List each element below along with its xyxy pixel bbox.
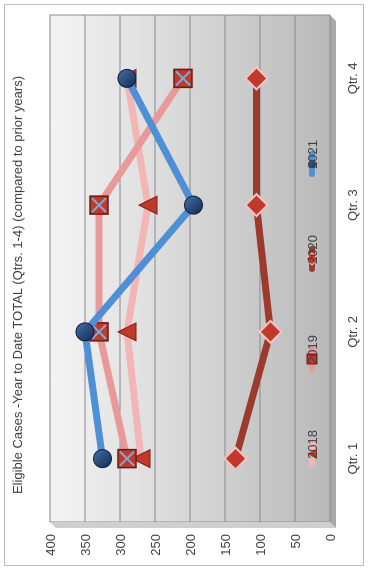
value-tick-label: 100 xyxy=(253,534,268,556)
series-line-2020 xyxy=(232,74,274,463)
marker-square xyxy=(117,448,137,469)
legend-marker xyxy=(306,353,318,365)
value-tick-label: 400 xyxy=(43,534,58,556)
marker-triangle xyxy=(116,322,137,342)
marker-square xyxy=(89,195,109,215)
category-label: Qtr. 1 xyxy=(345,443,360,475)
marker-triangle xyxy=(137,195,158,215)
series-line-2021 xyxy=(81,74,197,463)
marker-diamond xyxy=(244,192,269,218)
category-label: Qtr. 4 xyxy=(345,62,360,94)
marker-diamond xyxy=(223,446,248,472)
legend-label: 2019 xyxy=(305,335,320,364)
plot-floor xyxy=(330,15,336,528)
marker-square xyxy=(89,322,109,342)
value-tick-label: 50 xyxy=(288,534,303,548)
legend-label: 2020 xyxy=(305,235,320,264)
value-tick-label: 350 xyxy=(78,534,93,556)
marker-diamond xyxy=(258,319,283,345)
legend-label: 2018 xyxy=(305,430,320,459)
category-label: Qtr. 2 xyxy=(345,316,360,348)
marker-diamond xyxy=(244,65,269,91)
category-label: Qtr. 3 xyxy=(345,189,360,221)
marker-square xyxy=(173,68,193,89)
marker-triangle xyxy=(130,448,151,469)
legend-marker xyxy=(308,160,316,168)
marker-circle xyxy=(93,449,112,469)
plot-side xyxy=(50,522,336,528)
marker-circle xyxy=(117,68,137,88)
legend-label: 2021 xyxy=(305,140,320,169)
value-tick-label: 250 xyxy=(148,534,163,556)
value-tick-label: 300 xyxy=(113,534,128,556)
marker-circle xyxy=(184,195,203,215)
series-line-2019 xyxy=(95,74,187,463)
legend-marker xyxy=(307,449,317,459)
value-tick-label: 150 xyxy=(218,534,233,556)
marker-circle xyxy=(75,322,95,342)
value-tick-label: 0 xyxy=(323,534,338,541)
legend-marker xyxy=(305,252,319,266)
value-tick-label: 200 xyxy=(183,534,198,556)
chart-title: Eligible Cases -Year to Date TOTAL (Qtrs… xyxy=(10,76,25,494)
